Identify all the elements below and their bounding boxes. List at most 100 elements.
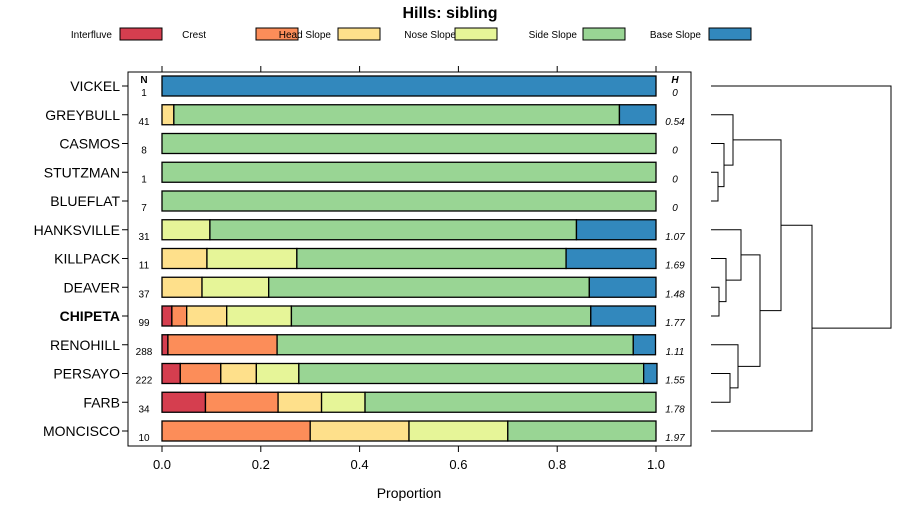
bar-stutzman-side-slope bbox=[161, 161, 657, 183]
category-label-0: VICKEL bbox=[70, 78, 120, 94]
chart-bars bbox=[161, 75, 658, 442]
legend-label-3: Nose Slope bbox=[404, 30, 456, 41]
h-value-2: 0 bbox=[672, 146, 678, 157]
x-tick-label-2: 0.4 bbox=[351, 457, 369, 472]
n-value-6: 11 bbox=[139, 261, 150, 272]
h-value-5: 1.07 bbox=[665, 232, 685, 243]
h-value-11: 1.78 bbox=[665, 404, 685, 415]
h-value-1: 0.54 bbox=[665, 117, 685, 128]
bar-farb-interfluve bbox=[161, 391, 207, 413]
bar-renohill-base-slope bbox=[632, 334, 657, 356]
bar-farb-side-slope bbox=[364, 391, 657, 413]
x-axis-label: Proportion bbox=[377, 485, 442, 501]
category-label-6: KILLPACK bbox=[54, 251, 121, 267]
bar-deaver-nose-slope bbox=[201, 276, 270, 298]
h-value-0: 0 bbox=[672, 88, 678, 99]
bar-persayo-side-slope bbox=[298, 362, 645, 385]
chart-title: Hills: sibling bbox=[402, 5, 497, 22]
category-label-5: HANKSVILLE bbox=[34, 222, 120, 238]
h-value-12: 1.97 bbox=[665, 433, 685, 444]
legend-label-4: Side Slope bbox=[529, 30, 578, 41]
dendro-renohill-join bbox=[711, 344, 739, 389]
n-value-1: 41 bbox=[138, 117, 150, 128]
bar-persayo-interfluve bbox=[161, 362, 181, 385]
bar-killpack-side-slope bbox=[296, 247, 567, 270]
bar-persayo-head-slope bbox=[220, 362, 258, 385]
category-label-11: FARB bbox=[83, 394, 120, 410]
bar-farb-head-slope bbox=[277, 391, 323, 413]
bar-chipeta-crest bbox=[171, 305, 188, 327]
bar-persayo-nose-slope bbox=[255, 362, 300, 385]
bar-farb-nose-slope bbox=[320, 391, 366, 413]
bar-chipeta-nose-slope bbox=[226, 305, 293, 327]
bar-greybull-base-slope bbox=[618, 104, 657, 126]
n-value-7: 37 bbox=[138, 289, 150, 300]
bar-deaver-side-slope bbox=[268, 276, 590, 298]
h-value-6: 1.69 bbox=[665, 261, 685, 272]
n-value-5: 31 bbox=[138, 232, 150, 243]
legend-swatch-3 bbox=[454, 27, 498, 41]
bar-killpack-nose-slope bbox=[206, 247, 298, 270]
dendro-stutzman-blueflat bbox=[711, 171, 719, 202]
dendrogram bbox=[711, 85, 892, 432]
legend-swatch-0 bbox=[119, 27, 163, 41]
legend-swatch-5 bbox=[708, 27, 752, 41]
bar-persayo-base-slope bbox=[643, 362, 658, 385]
bar-vickel-base-slope bbox=[161, 75, 657, 97]
x-tick-label-5: 1.0 bbox=[647, 457, 665, 472]
bar-killpack-base-slope bbox=[565, 247, 657, 270]
x-tick-label-3: 0.6 bbox=[449, 457, 467, 472]
h-value-10: 1.55 bbox=[665, 376, 685, 387]
bar-chipeta-interfluve bbox=[161, 305, 173, 327]
legend-swatch-1 bbox=[255, 27, 299, 41]
bar-moncisco-head-slope bbox=[309, 420, 410, 442]
category-label-3: STUTZMAN bbox=[44, 164, 120, 180]
h-value-9: 1.11 bbox=[666, 347, 685, 358]
category-label-7: DEAVER bbox=[63, 279, 120, 295]
top-axis-ticks bbox=[161, 66, 657, 72]
x-tick-label-0: 0.0 bbox=[153, 457, 171, 472]
category-label-9: RENOHILL bbox=[50, 337, 120, 353]
bar-chipeta-side-slope bbox=[290, 305, 592, 327]
n-value-9: 288 bbox=[136, 347, 153, 358]
category-label-12: MONCISCO bbox=[43, 423, 120, 439]
dendro-bcd-join bbox=[733, 139, 782, 312]
h-value-4: 0 bbox=[672, 203, 678, 214]
bar-deaver-head-slope bbox=[161, 276, 203, 298]
bar-renohill-interfluve bbox=[161, 334, 169, 356]
bar-renohill-crest bbox=[167, 334, 278, 356]
n-value-8: 99 bbox=[138, 318, 150, 329]
x-tick-label-4: 0.8 bbox=[548, 457, 566, 472]
h-value-8: 1.77 bbox=[665, 318, 685, 329]
bar-moncisco-side-slope bbox=[507, 420, 657, 442]
legend-label-0: Interfluve bbox=[71, 30, 113, 41]
bar-hanksville-side-slope bbox=[209, 219, 578, 241]
dendro-monc-join bbox=[711, 224, 813, 432]
dendro-deaver-chipeta bbox=[711, 286, 720, 317]
legend-label-5: Base Slope bbox=[650, 30, 702, 41]
bar-deaver-base-slope bbox=[588, 276, 657, 298]
legend: Interfluve Crest Head Slope Nose Slope Side … bbox=[71, 27, 752, 41]
legend-swatch-4 bbox=[582, 27, 626, 41]
n-value-10: 222 bbox=[136, 376, 153, 387]
bar-hanksville-nose-slope bbox=[161, 219, 211, 241]
bar-casmos-side-slope bbox=[161, 132, 657, 155]
bar-blueflat-side-slope bbox=[161, 190, 657, 212]
category-label-2: CASMOS bbox=[59, 136, 120, 152]
bar-renohill-side-slope bbox=[276, 334, 634, 356]
category-label-8: CHIPETA bbox=[60, 308, 120, 324]
h-header: H bbox=[671, 75, 679, 86]
legend-label-1: Crest bbox=[182, 30, 206, 41]
bar-greybull-side-slope bbox=[173, 104, 621, 126]
n-value-4: 7 bbox=[141, 203, 147, 214]
dendro-greybull-join bbox=[711, 114, 734, 166]
n-value-2: 8 bbox=[141, 146, 147, 157]
bar-persayo-crest bbox=[179, 362, 222, 385]
bar-chipeta-base-slope bbox=[590, 305, 657, 327]
bar-moncisco-nose-slope bbox=[408, 420, 509, 442]
bar-chipeta-head-slope bbox=[186, 305, 228, 327]
bar-moncisco-crest bbox=[161, 420, 311, 442]
x-axis: 0.0 0.2 0.4 0.6 0.8 1.0 bbox=[153, 446, 665, 472]
